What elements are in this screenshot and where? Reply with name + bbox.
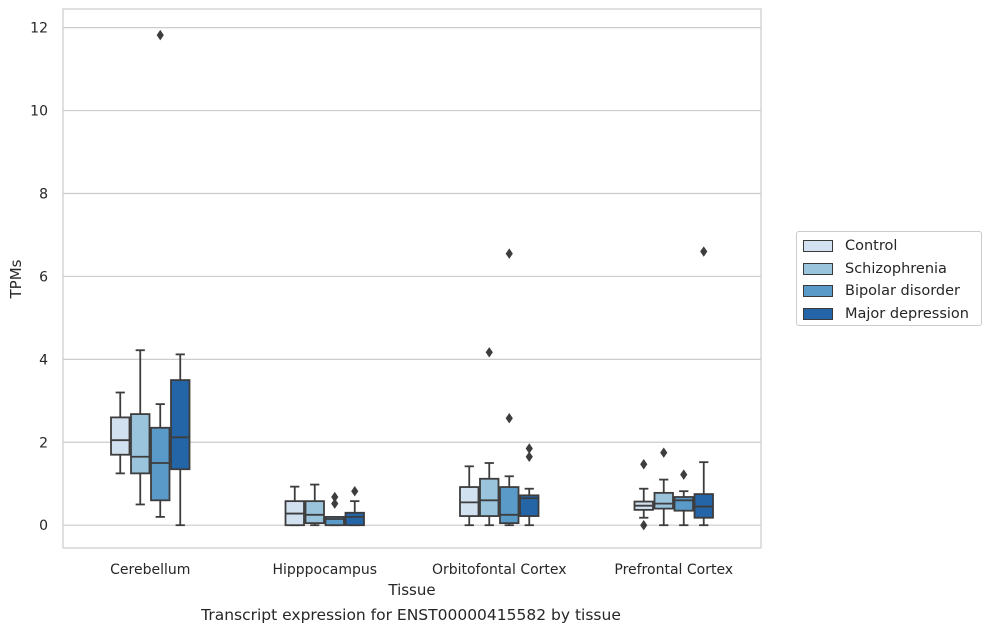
box-schizophrenia	[304, 483, 325, 527]
x-tick-label: Prefrontal Cortex	[614, 562, 733, 578]
outlier-point	[525, 451, 533, 462]
box	[673, 496, 694, 512]
y-axis-label: TPMs	[7, 259, 25, 299]
box	[110, 416, 131, 456]
legend-item: Bipolar disorder	[803, 280, 981, 303]
box-bipolar-disorder	[673, 469, 694, 527]
y-tick-label: 6	[39, 269, 48, 285]
box-schizophrenia	[653, 447, 674, 527]
box	[519, 494, 540, 517]
y-tick-label: 4	[39, 352, 48, 368]
box-control	[110, 391, 131, 475]
outlier-point	[331, 498, 339, 509]
legend-item: Major depression	[803, 303, 981, 326]
box-major-depression	[170, 353, 191, 527]
box-plots	[110, 29, 714, 531]
box-control	[459, 465, 480, 527]
y-tick-labels: 0 2 4 6 8 10 12	[30, 21, 48, 535]
outlier-point	[680, 469, 688, 480]
plot-area-frame	[62, 8, 762, 549]
outlier-point	[331, 491, 339, 503]
outlier-point	[156, 29, 164, 41]
box	[170, 379, 191, 471]
box-major-depression	[344, 485, 365, 527]
box	[479, 477, 500, 517]
legend-item: Schizophrenia	[803, 258, 981, 281]
outlier-point	[640, 519, 648, 531]
box	[324, 516, 345, 527]
box-bipolar-disorder	[324, 491, 345, 527]
legend-swatch	[803, 262, 833, 275]
box-control	[284, 485, 305, 527]
outlier-point	[640, 459, 648, 470]
outlier-point	[505, 413, 513, 424]
legend-swatch	[803, 307, 833, 320]
box	[653, 491, 674, 510]
outlier-point	[525, 443, 533, 454]
legend-swatch	[803, 285, 833, 298]
y-tick-label: 0	[39, 518, 48, 534]
legend-label: Major depression	[845, 305, 969, 322]
box	[499, 486, 520, 525]
legend-label: Control	[845, 238, 898, 255]
legend: Control Schizophrenia Bipolar disorder Majo…	[796, 231, 982, 326]
y-tick-label: 2	[39, 435, 48, 451]
box	[344, 511, 365, 527]
box	[130, 413, 151, 475]
box-schizophrenia	[479, 347, 500, 527]
x-tick-labels: Cerebellum Hipppocampus Orbitofontal Corte…	[110, 562, 733, 578]
box-major-depression	[693, 246, 714, 527]
legend-label: Bipolar disorder	[845, 283, 960, 300]
outlier-point	[485, 347, 493, 358]
x-tick-label: Orbitofontal Cortex	[432, 562, 567, 578]
outlier-point	[660, 447, 668, 458]
outlier-point	[351, 485, 359, 497]
box-schizophrenia	[130, 349, 151, 506]
y-tick-label: 10	[30, 104, 48, 120]
x-tick-label: Hipppocampus	[272, 562, 377, 578]
legend-label: Schizophrenia	[845, 260, 947, 277]
legend-swatch	[803, 240, 833, 253]
box-bipolar-disorder	[150, 29, 171, 518]
y-tick-label: 12	[30, 21, 48, 37]
x-tick-label: Cerebellum	[110, 562, 190, 578]
legend-item: Control	[803, 235, 981, 258]
y-tick-label: 8	[39, 187, 48, 203]
figure-caption: Transcript expression for ENST0000041558…	[201, 606, 621, 624]
x-axis-label: Tissue	[387, 581, 435, 599]
box-bipolar-disorder	[499, 248, 520, 527]
outlier-point	[505, 248, 513, 259]
box-major-depression	[519, 443, 540, 527]
box	[304, 500, 325, 525]
box-control	[633, 459, 654, 531]
outlier-point	[700, 246, 708, 257]
box	[150, 426, 171, 502]
